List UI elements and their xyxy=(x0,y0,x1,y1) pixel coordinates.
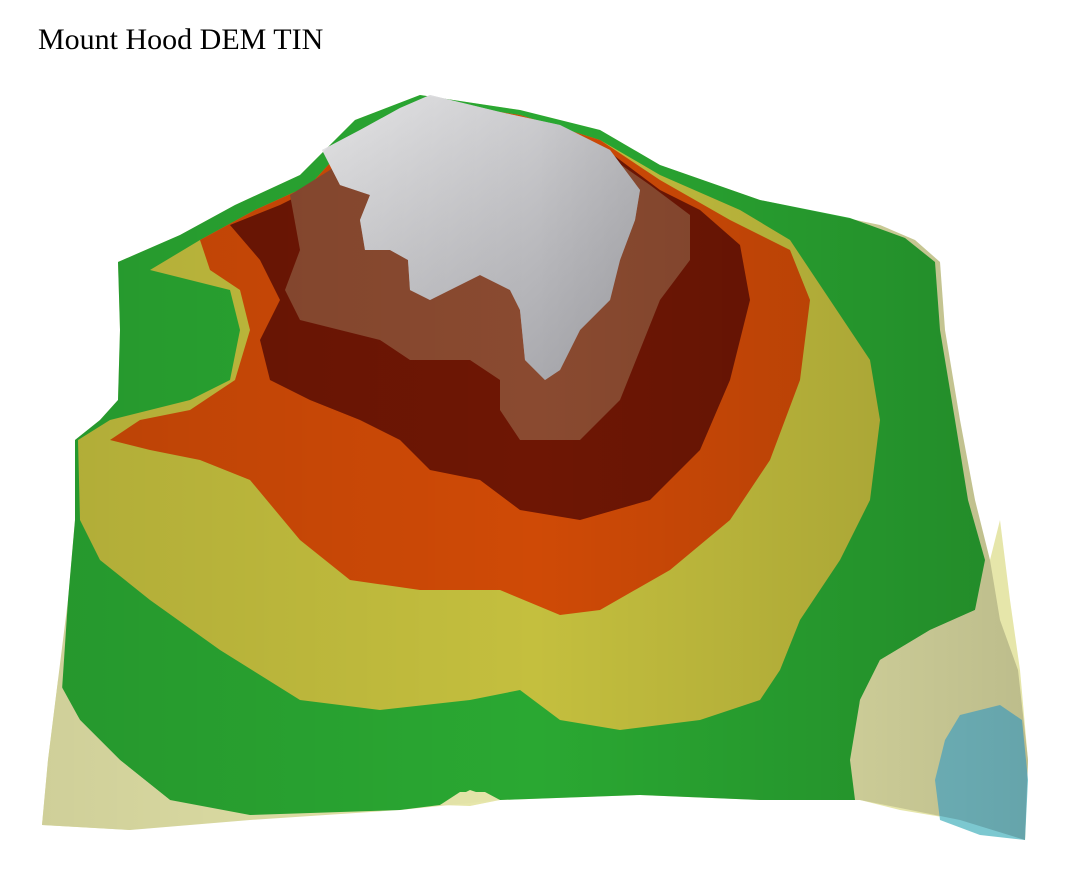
map-title: Mount Hood DEM TIN xyxy=(38,23,324,56)
relief-shading xyxy=(42,95,1028,840)
